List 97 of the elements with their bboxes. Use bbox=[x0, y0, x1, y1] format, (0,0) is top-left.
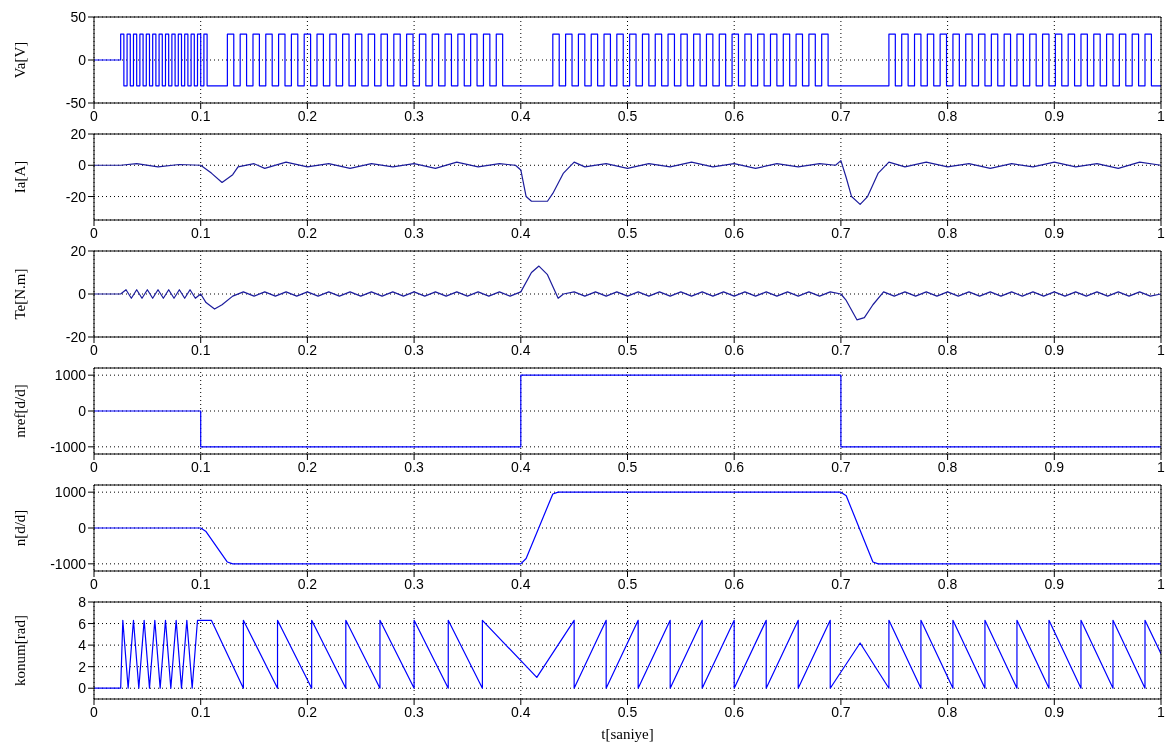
y-axis-title: Va[V] bbox=[12, 41, 29, 79]
x-tick-label: 0.3 bbox=[404, 703, 425, 720]
x-tick-label: 0.5 bbox=[617, 703, 638, 720]
x-tick-label: 0.8 bbox=[937, 575, 958, 592]
x-tick-label: 1 bbox=[1157, 107, 1166, 124]
x-tick-label: 0.6 bbox=[724, 575, 745, 592]
y-tick-label: 1000 bbox=[54, 367, 87, 384]
y-tick-label: 6 bbox=[78, 615, 87, 632]
x-tick-label: 0.1 bbox=[190, 107, 211, 124]
x-tick-label: 0.7 bbox=[831, 224, 851, 241]
y-axis-title: Te[N.m] bbox=[12, 268, 29, 320]
x-tick-label: 0.7 bbox=[831, 458, 851, 475]
x-tick-label: 0 bbox=[90, 458, 99, 475]
x-tick-label: 0.3 bbox=[404, 458, 425, 475]
line-series bbox=[94, 619, 1161, 689]
x-tick-label: 0.9 bbox=[1044, 575, 1065, 592]
x-tick-label: 0.8 bbox=[937, 341, 958, 358]
y-tick-label: 0 bbox=[78, 402, 87, 419]
x-tick-label: 1 bbox=[1157, 458, 1166, 475]
x-tick-label: 1 bbox=[1157, 575, 1166, 592]
x-axis-title: t[saniye] bbox=[601, 726, 654, 742]
y-tick-label: 20 bbox=[70, 242, 87, 259]
y-tick-label: 0 bbox=[78, 51, 87, 68]
x-tick-label: 0.4 bbox=[511, 575, 531, 592]
x-tick-label: 0.9 bbox=[1044, 458, 1065, 475]
x-tick-label: 1 bbox=[1157, 224, 1166, 241]
x-tick-label: 0.1 bbox=[190, 458, 211, 475]
line-series bbox=[94, 265, 1161, 321]
x-tick-label: 0.9 bbox=[1044, 341, 1065, 358]
x-tick-label: 0.5 bbox=[617, 458, 638, 475]
x-tick-label: 0 bbox=[90, 224, 99, 241]
x-tick-label: 0.2 bbox=[297, 341, 318, 358]
x-tick-label: 0.4 bbox=[511, 341, 531, 358]
x-tick-label: 0.9 bbox=[1044, 107, 1065, 124]
x-tick-label: 0.9 bbox=[1044, 703, 1065, 720]
x-tick-label: 0.8 bbox=[937, 458, 958, 475]
x-tick-label: 0.4 bbox=[511, 703, 531, 720]
y-tick-label: -20 bbox=[65, 328, 87, 345]
y-tick-label: -50 bbox=[65, 94, 87, 111]
x-tick-label: 0.5 bbox=[617, 224, 638, 241]
x-tick-label: 1 bbox=[1157, 341, 1166, 358]
line-series bbox=[94, 491, 1161, 565]
x-tick-label: 0.7 bbox=[831, 341, 851, 358]
x-tick-label: 0.5 bbox=[617, 341, 638, 358]
x-tick-label: 0.3 bbox=[404, 107, 425, 124]
x-tick-label: 0.7 bbox=[831, 575, 851, 592]
x-tick-label: 0.7 bbox=[831, 107, 851, 124]
x-tick-label: 0.9 bbox=[1044, 224, 1065, 241]
x-tick-label: 0.1 bbox=[190, 703, 211, 720]
x-tick-label: 0.3 bbox=[404, 575, 425, 592]
x-tick-label: 0 bbox=[90, 703, 99, 720]
y-tick-label: 2 bbox=[78, 658, 87, 675]
y-axis-title: Ia[A] bbox=[12, 160, 29, 194]
y-axis-title: nref[d/d] bbox=[12, 384, 29, 438]
x-tick-label: 0.7 bbox=[831, 703, 851, 720]
x-tick-label: 0.3 bbox=[404, 341, 425, 358]
x-tick-label: 0 bbox=[90, 575, 99, 592]
x-tick-label: 0.2 bbox=[297, 703, 318, 720]
x-tick-label: 0.1 bbox=[190, 575, 211, 592]
y-tick-label: -20 bbox=[65, 188, 87, 205]
x-tick-label: 0.2 bbox=[297, 107, 318, 124]
y-tick-label: 0 bbox=[78, 519, 87, 536]
x-tick-label: 0 bbox=[90, 107, 99, 124]
y-tick-label: 8 bbox=[78, 593, 87, 610]
y-tick-label: 0 bbox=[78, 285, 87, 302]
y-tick-label: 0 bbox=[78, 157, 87, 174]
x-tick-label: 0.1 bbox=[190, 224, 211, 241]
x-tick-label: 0.6 bbox=[724, 224, 745, 241]
x-tick-label: 0.4 bbox=[511, 458, 531, 475]
y-tick-label: 20 bbox=[70, 125, 87, 142]
x-tick-label: 0.6 bbox=[724, 458, 745, 475]
x-tick-label: 0.8 bbox=[937, 224, 958, 241]
y-axis-title: n[d/d] bbox=[12, 509, 29, 547]
x-tick-label: 0.2 bbox=[297, 458, 318, 475]
y-tick-label: 50 bbox=[70, 8, 87, 25]
x-tick-label: 0.4 bbox=[511, 224, 531, 241]
x-tick-label: 0.4 bbox=[511, 107, 531, 124]
y-tick-label: -1000 bbox=[50, 555, 87, 572]
x-tick-label: 0.5 bbox=[617, 107, 638, 124]
x-tick-label: 0.8 bbox=[937, 107, 958, 124]
y-tick-label: -1000 bbox=[50, 438, 87, 455]
x-tick-label: 0.6 bbox=[724, 341, 745, 358]
y-axis-title: konum[rad] bbox=[12, 615, 29, 686]
x-tick-label: 1 bbox=[1157, 703, 1166, 720]
x-tick-label: 0.6 bbox=[724, 107, 745, 124]
y-tick-label: 0 bbox=[78, 680, 87, 697]
x-tick-label: 0.2 bbox=[297, 575, 318, 592]
x-tick-label: 0.6 bbox=[724, 703, 745, 720]
x-tick-label: 0.5 bbox=[617, 575, 638, 592]
x-tick-label: 0.3 bbox=[404, 224, 425, 241]
x-tick-label: 0.1 bbox=[190, 341, 211, 358]
y-tick-label: 4 bbox=[78, 637, 87, 654]
x-tick-label: 0.8 bbox=[937, 703, 958, 720]
line-series bbox=[94, 159, 1161, 205]
y-tick-label: 1000 bbox=[54, 484, 87, 501]
x-tick-label: 0 bbox=[90, 341, 99, 358]
x-tick-label: 0.2 bbox=[297, 224, 318, 241]
